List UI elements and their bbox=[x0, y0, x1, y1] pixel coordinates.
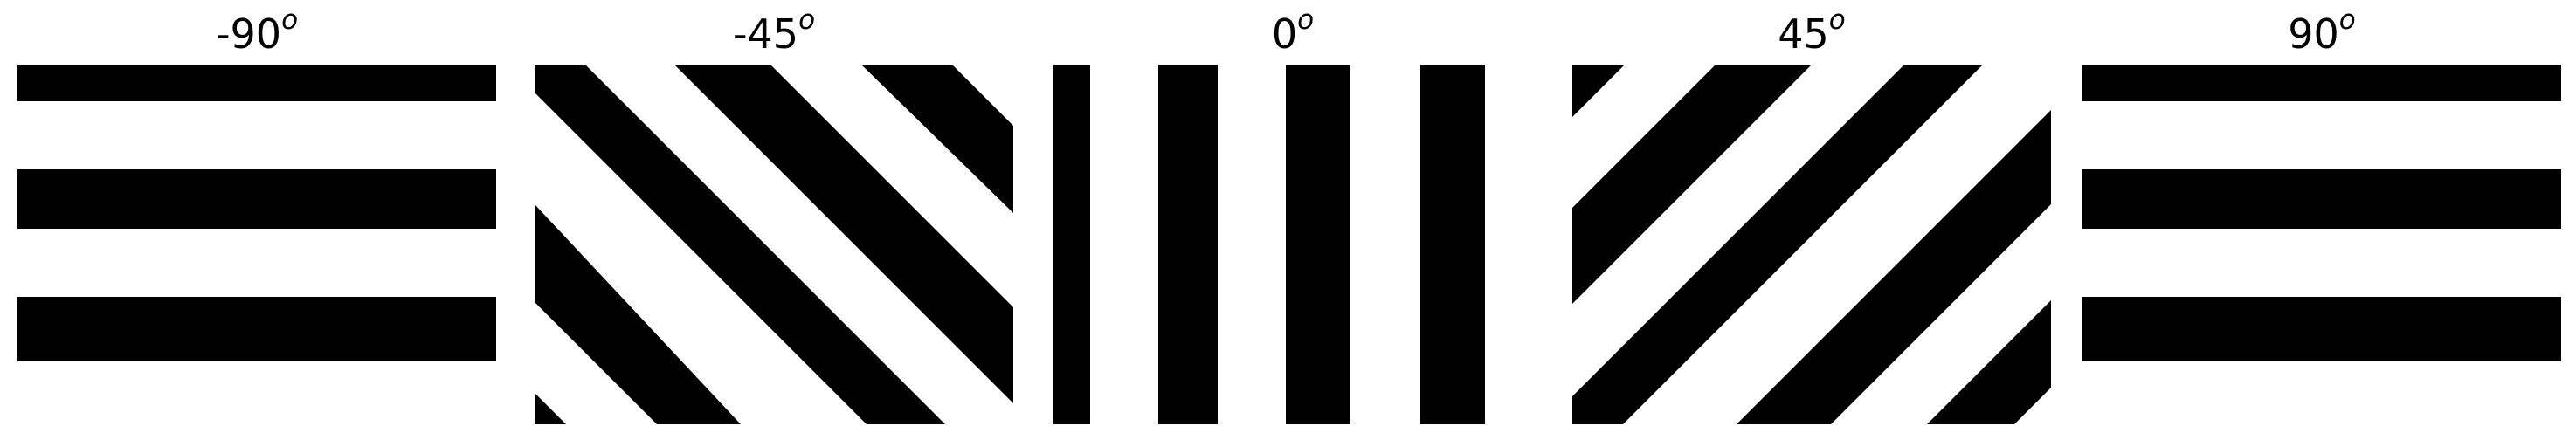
panel-minus-45: -45o bbox=[535, 0, 1013, 440]
angle-value: 45 bbox=[1778, 10, 1829, 58]
stripe bbox=[1927, 300, 2051, 424]
stripe bbox=[861, 65, 1013, 213]
angle-unit: o bbox=[2338, 4, 2356, 36]
stripe bbox=[2082, 169, 2561, 229]
angle-unit: o bbox=[1297, 4, 1315, 36]
panel-plus-90: 90o bbox=[2082, 0, 2561, 440]
stripe bbox=[1572, 65, 1983, 424]
angle-value: 0 bbox=[1271, 10, 1298, 58]
angle-value: 90 bbox=[2288, 10, 2339, 58]
stripe bbox=[1737, 110, 2051, 424]
grating-plus-90 bbox=[2082, 65, 2561, 361]
grating-minus-90 bbox=[17, 65, 496, 361]
stripe bbox=[674, 65, 1013, 403]
stripe bbox=[1286, 65, 1350, 424]
grating-plus-45 bbox=[1572, 65, 2051, 424]
panel-title: -90o bbox=[17, 7, 496, 59]
grating-minus-45 bbox=[535, 65, 1013, 424]
stripe bbox=[1572, 65, 1625, 117]
stripe bbox=[535, 393, 566, 424]
stripe bbox=[1572, 65, 1812, 304]
stripe bbox=[17, 297, 496, 361]
angle-value: -90 bbox=[215, 10, 282, 58]
angle-unit: o bbox=[281, 4, 299, 36]
stripe bbox=[1420, 65, 1485, 424]
angle-value: -45 bbox=[732, 10, 799, 58]
panel-title: 45o bbox=[1572, 7, 2051, 59]
angle-unit: o bbox=[1828, 4, 1846, 36]
stripe bbox=[17, 169, 496, 229]
panel-plus-45: 45o bbox=[1572, 0, 2051, 440]
panel-title: 90o bbox=[2082, 7, 2561, 59]
panel-title: 0o bbox=[1053, 7, 1532, 59]
stripe bbox=[1053, 65, 1090, 424]
panel-minus-90: -90o bbox=[17, 0, 496, 440]
stripe bbox=[17, 65, 496, 101]
stripe bbox=[1158, 65, 1218, 424]
stripe bbox=[2082, 65, 2561, 101]
panel-0: 0o bbox=[1053, 0, 1532, 440]
grating-0 bbox=[1053, 65, 1485, 424]
stripe bbox=[535, 204, 741, 424]
stripe bbox=[2082, 297, 2561, 361]
angle-unit: o bbox=[798, 4, 816, 36]
stripe bbox=[535, 65, 945, 424]
panel-title: -45o bbox=[535, 7, 1013, 59]
